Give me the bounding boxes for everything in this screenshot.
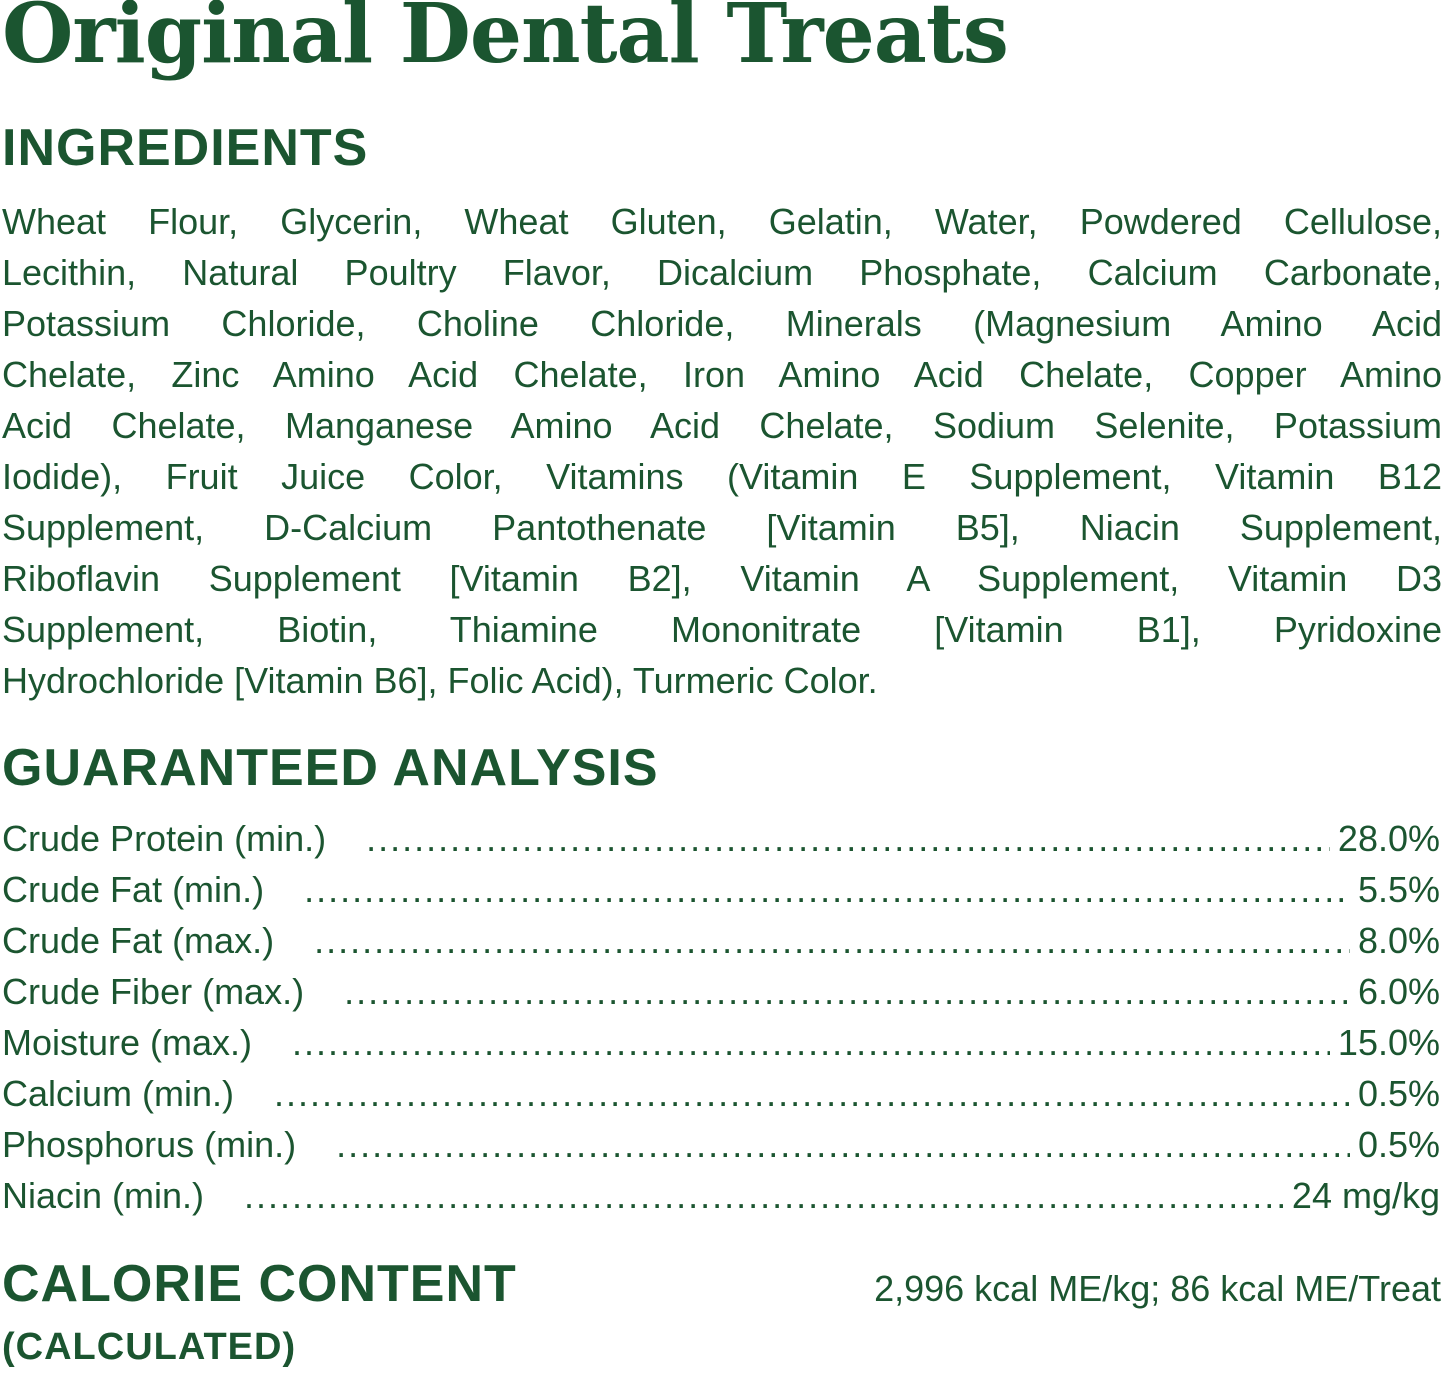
dot-leader [274, 1068, 1350, 1119]
ingredients-line: Acid Chelate, Manganese Amino Acid Chela… [2, 405, 1442, 446]
analysis-label: Crude Fat (min.) [2, 869, 265, 910]
ingredients-line: Potassium Chloride, Choline Chloride, Mi… [2, 303, 1442, 344]
dot-leader [314, 915, 1350, 966]
analysis-label: Niacin (min.) [2, 1175, 205, 1216]
analysis-row: Crude Protein (min.) 28.0% [2, 813, 1440, 864]
dot-leader [336, 1119, 1350, 1170]
analysis-value: 0.5% [1357, 1124, 1440, 1165]
calorie-heading: CALORIE CONTENT [2, 1255, 517, 1313]
ingredients-line: Supplement, D-Calcium Pantothenate [Vita… [2, 507, 1442, 548]
dot-leader [304, 864, 1350, 915]
analysis-row: Crude Fiber (max.) 6.0% [2, 966, 1440, 1017]
ingredients-line: Wheat Flour, Glycerin, Wheat Gluten, Gel… [2, 201, 1442, 242]
ingredients-line: Lecithin, Natural Poultry Flavor, Dicalc… [2, 252, 1442, 293]
analysis-label: Crude Fat (max.) [2, 920, 275, 961]
calorie-subheading: (CALCULATED) [2, 1326, 297, 1368]
analysis-label: Crude Fiber (max.) [2, 971, 305, 1012]
analysis-value: 28.0% [1337, 818, 1440, 859]
ingredients-line: Supplement, Biotin, Thiamine Mononitrate… [2, 609, 1442, 650]
analysis-table: Crude Protein (min.) 28.0% Crude Fat (min.… [2, 813, 1440, 1221]
analysis-value: 15.0% [1337, 1022, 1440, 1063]
dot-leader [292, 1017, 1330, 1068]
ingredients-line: Iodide), Fruit Juice Color, Vitamins (Vi… [2, 456, 1442, 497]
ingredients-line: Riboflavin Supplement [Vitamin B2], Vita… [2, 558, 1442, 599]
dot-leader [344, 966, 1350, 1017]
dot-leader [244, 1170, 1284, 1221]
ingredients-heading: INGREDIENTS [2, 119, 369, 177]
ingredients-list: Wheat Flour, Glycerin, Wheat Gluten, Gel… [2, 196, 1442, 706]
analysis-value: 24 mg/kg [1291, 1175, 1440, 1216]
calorie-value: 2,996 kcal ME/kg; 86 kcal ME/Treat [874, 1268, 1441, 1309]
analysis-label: Crude Protein (min.) [2, 818, 327, 859]
analysis-row: Moisture (max.) 15.0% [2, 1017, 1440, 1068]
page-title: Original Dental Treats [2, 0, 1009, 82]
dot-leader [366, 813, 1330, 864]
analysis-label: Calcium (min.) [2, 1073, 235, 1114]
ingredients-line: Chelate, Zinc Amino Acid Chelate, Iron A… [2, 354, 1442, 395]
analysis-label: Moisture (max.) [2, 1022, 253, 1063]
analysis-value: 8.0% [1357, 920, 1440, 961]
analysis-row: Phosphorus (min.) 0.5% [2, 1119, 1440, 1170]
analysis-row: Crude Fat (min.) 5.5% [2, 864, 1440, 915]
analysis-value: 0.5% [1357, 1073, 1440, 1114]
analysis-row: Crude Fat (max.) 8.0% [2, 915, 1440, 966]
analysis-value: 6.0% [1357, 971, 1440, 1012]
analysis-label: Phosphorus (min.) [2, 1124, 297, 1165]
analysis-value: 5.5% [1357, 869, 1440, 910]
analysis-row: Calcium (min.) 0.5% [2, 1068, 1440, 1119]
ingredients-line: Hydrochloride [Vitamin B6], Folic Acid),… [2, 660, 878, 701]
analysis-heading: GUARANTEED ANALYSIS [2, 739, 659, 797]
analysis-row: Niacin (min.) 24 mg/kg [2, 1170, 1440, 1221]
